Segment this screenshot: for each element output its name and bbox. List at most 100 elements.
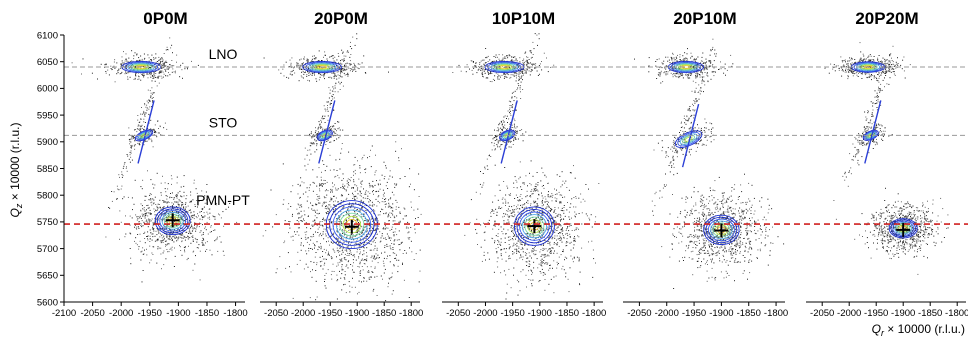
y-tick-label: 5600 bbox=[37, 297, 58, 308]
contour-level bbox=[519, 211, 550, 241]
x-tick-label: -1800 bbox=[582, 308, 606, 319]
peak-center-cross-1 bbox=[344, 219, 359, 234]
contour-level bbox=[157, 208, 189, 234]
scatter-density-layer bbox=[71, 33, 950, 302]
x-tick-label: -1950 bbox=[864, 308, 888, 319]
contour-level bbox=[677, 131, 700, 147]
x-tick-label: -1950 bbox=[682, 308, 706, 319]
contour-level bbox=[516, 209, 553, 244]
contour-level bbox=[521, 214, 547, 239]
contour-level bbox=[710, 220, 733, 240]
x-tick-label: -1850 bbox=[555, 308, 579, 319]
annotation-sto: STO bbox=[209, 114, 238, 130]
x-tick-label: -1900 bbox=[166, 308, 190, 319]
x-tick-label: -2050 bbox=[810, 308, 834, 319]
contour-level bbox=[499, 129, 516, 142]
x-tick-label: -1850 bbox=[372, 308, 396, 319]
substrate-streak bbox=[864, 100, 882, 164]
peak-center-cross-2 bbox=[527, 219, 542, 234]
contour-level bbox=[159, 210, 187, 232]
substrate-streak bbox=[137, 100, 155, 164]
contour-level bbox=[703, 214, 740, 246]
contour-level bbox=[862, 129, 879, 141]
contour-level bbox=[332, 206, 372, 243]
y-tick-label: 5750 bbox=[37, 217, 58, 228]
substrate-streak bbox=[500, 100, 518, 164]
contour-level bbox=[161, 211, 184, 230]
contour-level bbox=[154, 206, 191, 236]
x-tick-label: -1850 bbox=[737, 308, 761, 319]
x-tick-label: -2000 bbox=[473, 308, 497, 319]
contour-level bbox=[316, 129, 333, 142]
contour-level bbox=[707, 218, 735, 242]
peak-center-cross-3 bbox=[714, 223, 729, 238]
contour-level bbox=[864, 130, 878, 140]
y-tick-label: 5950 bbox=[37, 110, 58, 121]
x-tick-label: -1800 bbox=[764, 308, 788, 319]
x-tick-label: -2100 bbox=[52, 308, 76, 319]
x-tick-label: -2050 bbox=[627, 308, 651, 319]
contour-level bbox=[682, 134, 695, 144]
reference-lines-layer bbox=[64, 66, 968, 225]
scatter-points-3 bbox=[634, 38, 785, 289]
contour-level bbox=[318, 130, 332, 141]
panel-title-1: 20P0M bbox=[314, 9, 368, 28]
contour-level bbox=[302, 60, 342, 74]
x-tick-label: -1900 bbox=[528, 308, 552, 319]
text-layer: 5600 5650 5700 5750 5800 5850 5900 5950 6000 6050… bbox=[8, 9, 968, 337]
contour-level bbox=[705, 216, 738, 244]
scatter-points-0 bbox=[71, 37, 238, 283]
annotation-pmn-pt: PMN-PT bbox=[196, 192, 250, 208]
contour-level bbox=[134, 129, 154, 142]
x-tick-label: -2000 bbox=[291, 308, 315, 319]
x-tick-label: -1850 bbox=[195, 308, 219, 319]
panel-title-2: 10P10M bbox=[492, 9, 555, 28]
y-tick-label: 5650 bbox=[37, 271, 58, 282]
x-tick-label: -1900 bbox=[709, 308, 733, 319]
x-tick-label: -1950 bbox=[318, 308, 342, 319]
peak-center-cross-0 bbox=[165, 213, 180, 228]
x-tick-label: -2050 bbox=[264, 308, 288, 319]
contour-level bbox=[888, 218, 918, 239]
x-tick-label: -1800 bbox=[223, 308, 247, 319]
contour-level bbox=[501, 131, 513, 140]
x-tick-label: -2050 bbox=[80, 308, 104, 319]
y-tick-label: 5850 bbox=[37, 164, 58, 175]
x-tick-label: -1950 bbox=[500, 308, 524, 319]
x-tick-label: -1800 bbox=[399, 308, 423, 319]
contour-level bbox=[513, 206, 555, 246]
y-tick-label: 6000 bbox=[37, 84, 58, 95]
y-tick-label: 5900 bbox=[37, 137, 58, 148]
y-tick-label: 6100 bbox=[37, 30, 58, 41]
axes-layer bbox=[60, 34, 966, 306]
x-axis-label: Qr × 10000 (r.l.u.) bbox=[872, 322, 965, 337]
peak-center-cross-4 bbox=[896, 222, 911, 237]
contour-level bbox=[317, 65, 328, 69]
contour-layer bbox=[121, 60, 918, 250]
x-tick-label: -1950 bbox=[138, 308, 162, 319]
contour-level bbox=[136, 130, 152, 141]
x-tick-label: -1850 bbox=[918, 308, 942, 319]
x-tick-label: -1800 bbox=[945, 308, 968, 319]
x-tick-label: -1900 bbox=[345, 308, 369, 319]
y-tick-label: 5700 bbox=[37, 244, 58, 255]
y-tick-label: 6050 bbox=[37, 57, 58, 68]
contour-level bbox=[674, 130, 703, 148]
scatter-points-1 bbox=[262, 33, 422, 302]
y-axis-label: Qz × 10000 (r.l.u.) bbox=[8, 123, 24, 218]
scatter-points-4 bbox=[824, 42, 950, 275]
x-tick-label: -1900 bbox=[891, 308, 915, 319]
panel-title-0: 0P0M bbox=[143, 9, 187, 28]
panel-title-3: 20P10M bbox=[673, 9, 736, 28]
y-tick-label: 5800 bbox=[37, 191, 58, 202]
scatter-points-2 bbox=[452, 33, 600, 300]
contour-level bbox=[500, 130, 514, 141]
contour-level bbox=[319, 131, 331, 140]
x-tick-label: -2000 bbox=[109, 308, 133, 319]
substrate-streak bbox=[318, 100, 336, 164]
x-tick-label: -2000 bbox=[655, 308, 679, 319]
x-tick-label: -2050 bbox=[446, 308, 470, 319]
annotation-lno: LNO bbox=[209, 46, 238, 62]
panel-title-4: 20P20M bbox=[855, 9, 918, 28]
